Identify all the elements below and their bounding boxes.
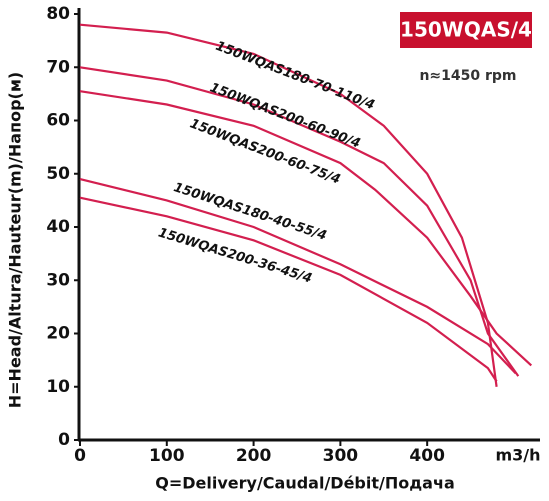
subtitle: n≈1450 rpm [419,68,516,84]
y-tick-label: 70 [46,57,70,77]
x-tick-label: 100 [149,446,185,466]
y-tick-label: 60 [46,111,70,131]
y-tick-label: 0 [58,430,70,450]
x-axis-label: Q=Delivery/Caudal/Débit/Подача [155,474,455,493]
curve [79,196,498,383]
x-tick-label: 400 [409,446,445,466]
x-tick-label: 300 [323,446,359,466]
curve [79,23,498,387]
y-tick-label: 10 [46,377,70,397]
y-tick-label: 30 [46,270,70,290]
y-tick-label: 20 [46,324,70,344]
y-tick-label: 80 [46,4,70,24]
curve [79,66,520,377]
y-tick-label: 40 [46,217,70,237]
curve-label: 150WQAS180-40-55/4 [172,180,329,244]
curve [79,178,517,375]
x-tick-label: 200 [236,446,272,466]
chart-title: 150WQAS/4 [400,18,532,42]
x-unit: m3/h [495,446,540,465]
y-axis-label: H=Head/Altura/Hauteur(m)/Напор(м) [6,72,25,408]
curve [79,90,533,367]
title-box [400,12,532,48]
x-tick-label: 0 [74,446,86,466]
y-tick-label: 50 [46,164,70,184]
